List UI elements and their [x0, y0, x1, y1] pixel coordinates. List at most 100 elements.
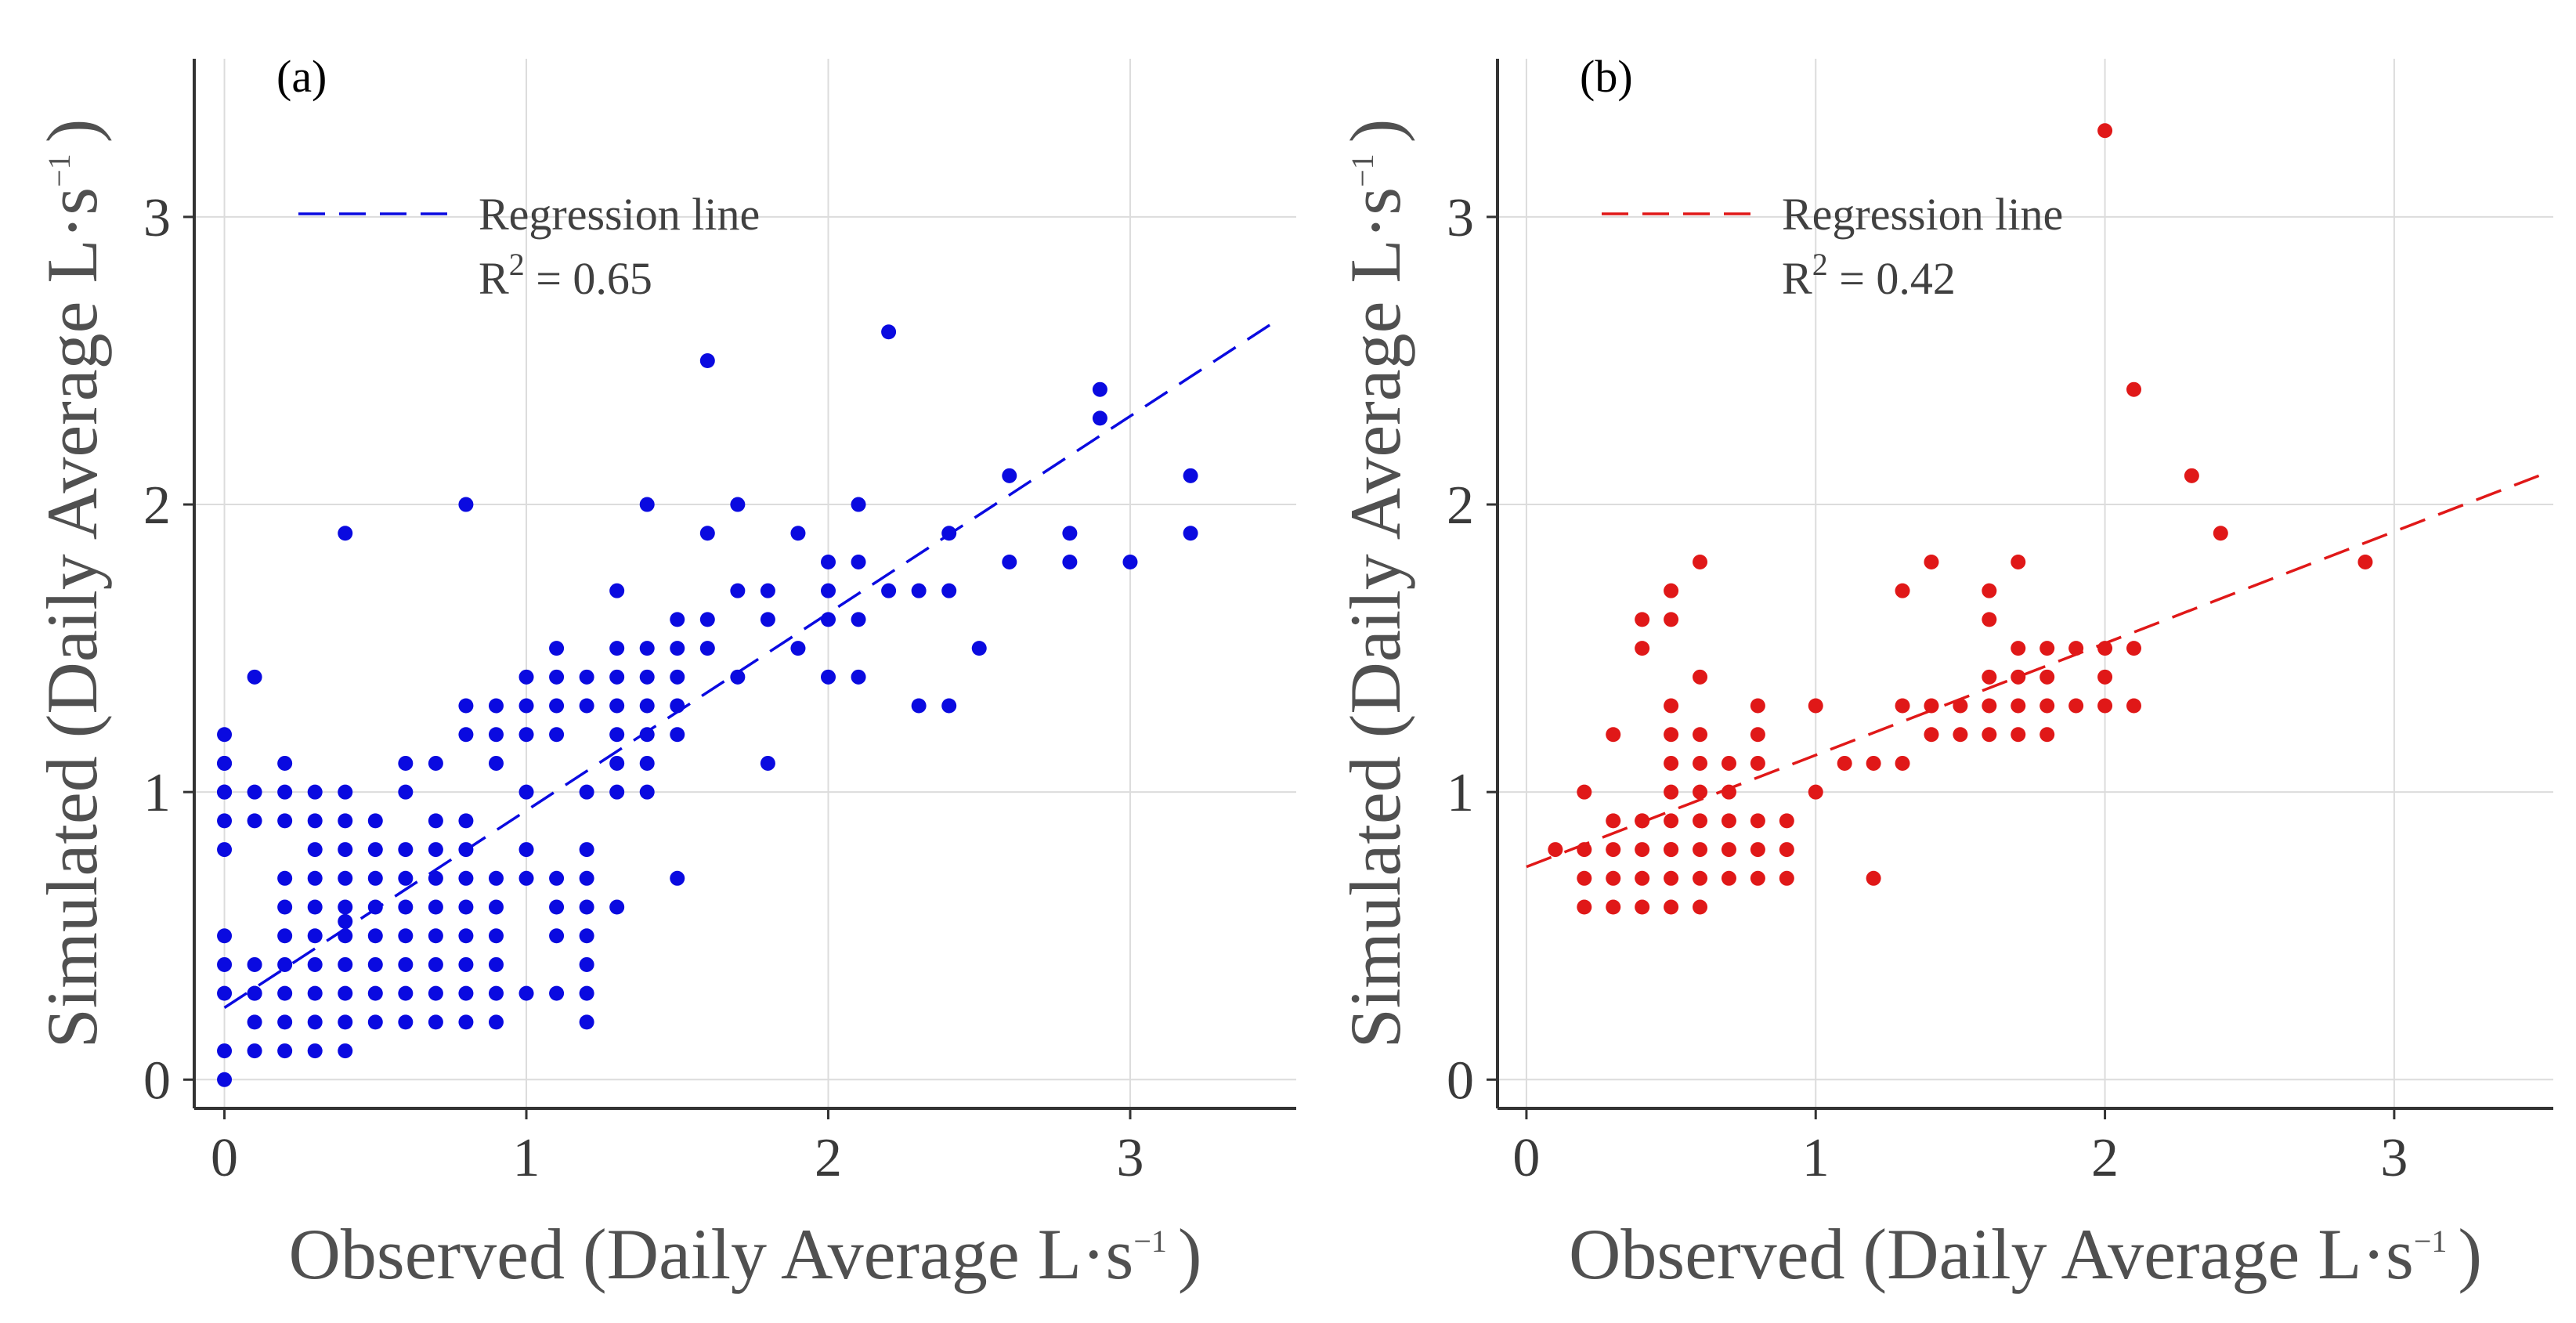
data-point — [458, 698, 474, 714]
data-point — [1982, 669, 1997, 685]
y-tick-label: 2 — [1447, 475, 1474, 536]
legend-r2: R2 = 0.65 — [479, 247, 652, 304]
data-point — [2097, 669, 2113, 685]
data-point — [851, 669, 866, 685]
data-point — [307, 870, 323, 886]
data-point — [1635, 870, 1650, 886]
data-point — [398, 1014, 414, 1030]
data-point — [307, 1014, 323, 1030]
x-title-superscript: −1 — [1133, 1224, 1167, 1259]
data-point — [1924, 727, 1939, 743]
x-tick-label: 3 — [2380, 1128, 2408, 1188]
data-point — [2126, 381, 2141, 397]
data-point — [609, 784, 625, 800]
data-point — [639, 669, 655, 685]
data-point — [217, 985, 233, 1001]
data-point — [488, 928, 504, 944]
data-point — [458, 956, 474, 972]
data-point — [458, 842, 474, 858]
data-point — [277, 1014, 293, 1030]
regression-line-group — [1526, 474, 2540, 869]
data-point — [247, 784, 262, 800]
data-point — [2357, 554, 2373, 569]
data-point — [2068, 698, 2084, 714]
data-point — [338, 813, 353, 829]
data-point — [549, 899, 565, 915]
legend-r2: R2 = 0.42 — [1782, 247, 1956, 304]
data-point — [338, 913, 353, 929]
data-point — [549, 928, 565, 944]
y-title-main: Simulated (Daily Average L·s — [32, 187, 112, 1048]
data-point — [790, 641, 806, 656]
data-point — [488, 985, 504, 1001]
data-point — [1664, 784, 1679, 800]
tick-marks: 0 1 2 3 0 1 2 3 — [1447, 188, 2408, 1188]
data-point — [699, 352, 715, 368]
data-point — [1635, 641, 1650, 656]
x-title-main: Observed (Daily Average L·s — [1569, 1214, 2414, 1294]
tick-marks: 0 1 2 3 0 1 2 3 — [143, 188, 1143, 1188]
data-point — [699, 641, 715, 656]
data-point — [217, 842, 233, 858]
data-point — [2011, 641, 2026, 656]
data-point — [1664, 870, 1679, 886]
data-point — [639, 727, 655, 743]
data-point — [1750, 870, 1765, 886]
x-tick-label: 3 — [1116, 1128, 1143, 1188]
data-point — [458, 928, 474, 944]
y-axis-title: Simulated (Daily Average L·s−1) — [1335, 119, 1415, 1049]
data-point — [2039, 669, 2055, 685]
data-point — [367, 928, 383, 944]
data-point — [911, 698, 927, 714]
data-point — [609, 583, 625, 598]
data-point — [1982, 612, 1997, 627]
data-point — [458, 497, 474, 512]
data-point — [488, 755, 504, 771]
data-point — [1837, 755, 1852, 771]
data-point — [518, 842, 534, 858]
data-point — [2011, 727, 2026, 743]
data-point — [2097, 698, 2113, 714]
data-point — [1750, 727, 1765, 743]
data-point — [2039, 727, 2055, 743]
data-point — [398, 784, 414, 800]
data-point — [1606, 870, 1621, 886]
data-point — [1577, 784, 1592, 800]
data-point — [609, 669, 625, 685]
data-point — [1635, 842, 1650, 858]
data-point — [1693, 727, 1708, 743]
data-point — [760, 755, 775, 771]
data-point — [428, 1014, 443, 1030]
data-point — [1779, 813, 1794, 829]
data-point — [821, 583, 836, 598]
x-title-end: ) — [1178, 1214, 1202, 1294]
data-point — [277, 1043, 293, 1059]
data-point — [941, 698, 957, 714]
data-point — [609, 641, 625, 656]
x-tick-label: 1 — [513, 1128, 540, 1188]
data-point — [1183, 526, 1198, 541]
data-point — [428, 842, 443, 858]
data-point — [699, 612, 715, 627]
y-title-main: Simulated (Daily Average L·s — [1335, 187, 1415, 1048]
data-point — [488, 727, 504, 743]
axes — [193, 59, 1296, 1110]
data-point — [1953, 727, 1968, 743]
data-point — [881, 583, 897, 598]
x-tick-label: 0 — [1512, 1128, 1540, 1188]
data-point — [1664, 899, 1679, 915]
data-point — [277, 813, 293, 829]
data-point — [217, 727, 233, 743]
axes — [1496, 59, 2553, 1110]
data-point — [2039, 641, 2055, 656]
data-point — [1866, 755, 1881, 771]
data-point — [367, 956, 383, 972]
data-point — [579, 870, 594, 886]
data-point — [1721, 755, 1736, 771]
data-point — [2213, 526, 2228, 541]
data-point — [730, 669, 746, 685]
data-point — [579, 985, 594, 1001]
data-point — [338, 784, 353, 800]
data-point — [1924, 554, 1939, 569]
